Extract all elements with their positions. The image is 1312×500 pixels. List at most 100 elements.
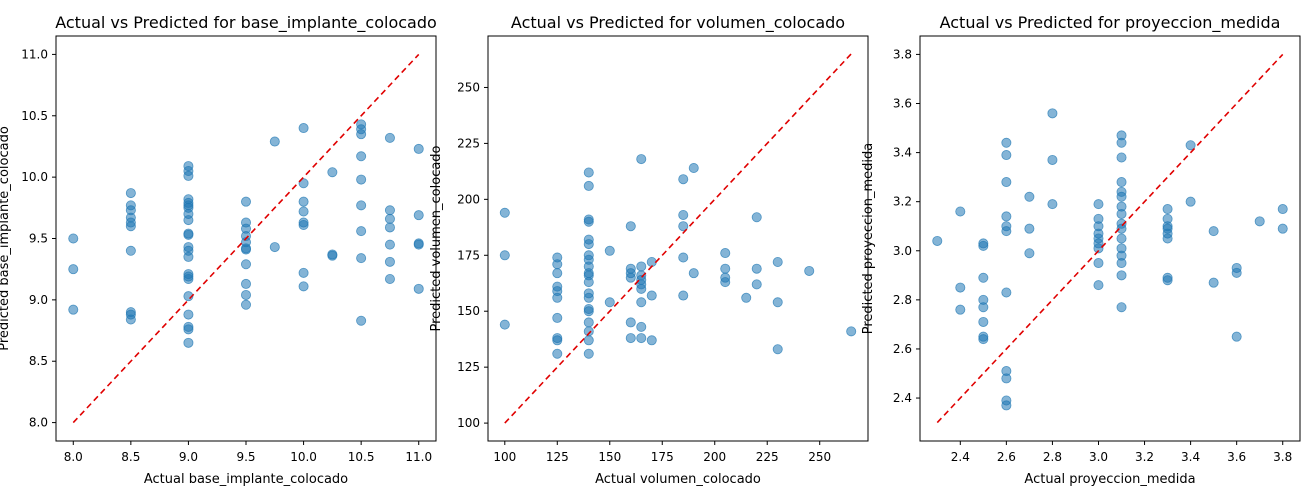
x-tick-label: 9.0 [179,450,198,464]
data-point [978,334,989,345]
data-point [720,263,731,274]
x-tick-label: 8.5 [121,450,140,464]
data-point [327,167,338,178]
data-point [298,123,309,134]
x-tick-label: 200 [703,450,726,464]
y-tick-label: 175 [457,248,480,262]
data-point [583,277,594,288]
data-point [183,273,194,284]
data-point [298,196,309,207]
data-point [583,317,594,328]
data-point [1001,137,1012,148]
data-point [413,143,424,154]
data-point [1208,277,1219,288]
data-point [1116,208,1127,219]
data-point [678,252,689,263]
data-point [1001,211,1012,222]
data-point [499,207,510,218]
data-point [384,205,395,216]
x-tick-label: 3.8 [1273,450,1292,464]
data-point [269,136,280,147]
x-tick-label: 3.6 [1227,450,1246,464]
data-point [646,290,657,301]
data-point [751,212,762,223]
plot-frame [487,35,869,442]
scatter-panel-3: 2.4 2.6 2.8 3.0 3.2 3.4 3.6 3.8 2.4 2.6 2.8 3.0 3.2 3… [861,13,1301,487]
x-tick-label: 10.0 [290,450,317,464]
data-point [804,265,815,276]
data-point [552,268,563,279]
data-point [636,261,647,272]
y-axis-label: Predicted volumen_colocado [429,145,444,331]
data-point [298,206,309,217]
data-point [356,315,367,326]
data-point [552,312,563,323]
data-point [772,256,783,267]
y-tick-label: 100 [457,416,480,430]
data-point [583,348,594,359]
y-tick-label: 10.5 [21,109,48,123]
y-tick-label: 11.0 [21,47,48,61]
x-tick-label: 250 [808,450,831,464]
y-tick-label: 125 [457,360,480,374]
data-point [552,348,563,359]
data-point [1116,302,1127,313]
data-point [1162,204,1173,215]
data-point [583,292,594,303]
data-point [1116,223,1127,234]
data-point [1001,226,1012,237]
data-point [741,292,752,303]
data-point [384,132,395,143]
scatter-panel-2: 100 125 150 175 200 225 250 100 125 150 175 200 225 2… [429,13,869,487]
data-point [356,200,367,211]
data-point [1001,373,1012,384]
data-point [384,213,395,224]
x-tick-label: 225 [756,450,779,464]
data-point [583,180,594,191]
data-point [978,240,989,251]
data-point [1047,108,1058,119]
data-point [384,256,395,267]
data-point [1162,233,1173,244]
reference-line [936,53,1284,424]
y-tick-label: 8.5 [29,354,48,368]
data-point [413,239,424,250]
data-point [183,251,194,262]
x-tick-label: 3.0 [1089,450,1108,464]
y-axis-label: Predicted proyeccion_medida [861,143,876,334]
x-tick-label: 2.6 [997,450,1016,464]
data-point [625,272,636,283]
data-point [678,174,689,185]
data-point [298,267,309,278]
data-point [356,129,367,140]
data-point [183,215,194,226]
data-point [125,314,136,325]
data-point [955,206,966,217]
chart-title: Actual vs Predicted for proyeccion_medid… [940,13,1281,33]
x-tick-label: 9.5 [236,450,255,464]
data-point [240,278,251,289]
x-axis-label: Actual proyeccion_medida [1024,472,1195,487]
x-tick-label: 11.0 [405,450,432,464]
y-tick-label: 3.6 [893,97,912,111]
data-point [978,302,989,313]
data-point [125,245,136,256]
data-point [1208,226,1219,237]
data-point [625,333,636,344]
data-point [646,335,657,346]
data-point [1093,243,1104,254]
data-point [1116,233,1127,244]
data-point [1185,140,1196,151]
x-axis-label: Actual base_implante_colocado [144,472,348,487]
data-point [1162,275,1173,286]
y-tick-label: 2.6 [893,342,912,356]
data-point [327,250,338,261]
data-point [298,178,309,189]
data-point [955,282,966,293]
data-point [1001,177,1012,188]
data-point [183,324,194,335]
data-point [625,317,636,328]
data-point [1001,400,1012,411]
x-tick-label: 8.0 [64,450,83,464]
